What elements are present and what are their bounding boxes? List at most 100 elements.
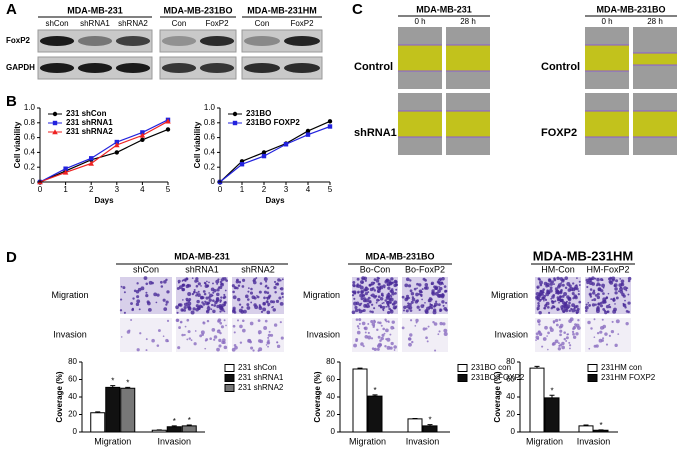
lane-label: Con bbox=[172, 19, 187, 28]
cell bbox=[373, 278, 377, 282]
cell bbox=[389, 294, 392, 297]
cell bbox=[371, 347, 375, 350]
cell bbox=[147, 301, 151, 306]
cell bbox=[191, 292, 195, 296]
cell bbox=[436, 280, 440, 284]
cell bbox=[627, 310, 630, 314]
cell bbox=[359, 280, 364, 285]
x-tick-label: 1 bbox=[63, 185, 68, 194]
cell bbox=[242, 278, 246, 282]
cell bbox=[558, 318, 561, 322]
cell bbox=[383, 332, 386, 335]
x-tick-label: 1 bbox=[240, 185, 245, 194]
cell bbox=[195, 291, 198, 294]
cell bbox=[364, 287, 369, 291]
panel-label: A bbox=[6, 1, 17, 18]
cell bbox=[219, 310, 222, 313]
cell bbox=[217, 319, 221, 323]
group-title: MDA-MB-231HM bbox=[247, 5, 317, 15]
column-label: shCon bbox=[133, 264, 159, 274]
cell bbox=[401, 326, 405, 330]
cell bbox=[393, 349, 396, 351]
lane-label: FoxP2 bbox=[205, 19, 229, 28]
y-tick-label: 1.0 bbox=[24, 103, 36, 112]
scratch-gap bbox=[446, 45, 490, 71]
cell bbox=[572, 297, 575, 300]
cell bbox=[222, 296, 226, 300]
cell bbox=[627, 301, 631, 305]
cell bbox=[545, 301, 550, 306]
cell bbox=[188, 284, 192, 288]
cell bbox=[560, 305, 564, 309]
band bbox=[77, 36, 113, 46]
cell bbox=[370, 337, 374, 340]
cell bbox=[594, 303, 597, 306]
cell bbox=[550, 297, 553, 300]
cell bbox=[216, 283, 219, 285]
bar bbox=[166, 426, 182, 433]
cell bbox=[588, 304, 591, 307]
cell bbox=[351, 294, 355, 297]
cell bbox=[415, 318, 419, 323]
cell bbox=[366, 305, 369, 309]
cell bbox=[213, 338, 216, 341]
cell bbox=[561, 300, 566, 305]
cell bbox=[207, 305, 210, 308]
cell bbox=[233, 343, 237, 347]
cell bbox=[356, 277, 360, 281]
cell bbox=[380, 336, 384, 341]
cell bbox=[388, 307, 391, 311]
cell bbox=[554, 300, 557, 303]
cell bbox=[620, 282, 625, 287]
cell bbox=[220, 278, 224, 282]
cell bbox=[367, 335, 372, 340]
cell bbox=[564, 276, 569, 280]
cell bbox=[432, 308, 437, 312]
cell bbox=[568, 301, 571, 305]
legend-swatch bbox=[587, 374, 598, 382]
cell bbox=[424, 283, 429, 287]
cell bbox=[559, 343, 563, 347]
cell bbox=[159, 280, 163, 284]
cell bbox=[163, 307, 168, 312]
cell bbox=[277, 278, 281, 282]
y-tick-label: 0 bbox=[73, 427, 78, 436]
series-line bbox=[219, 120, 331, 183]
cell bbox=[608, 303, 611, 306]
cell bbox=[550, 306, 553, 310]
cell bbox=[587, 302, 590, 304]
lane-label: FoxP2 bbox=[290, 19, 314, 28]
y-tick-label: 40 bbox=[68, 392, 77, 401]
cell bbox=[199, 334, 203, 338]
cell bbox=[239, 341, 243, 344]
cell bbox=[437, 333, 440, 336]
cell bbox=[544, 298, 548, 302]
cell bbox=[356, 330, 361, 335]
cell bbox=[360, 297, 364, 301]
significance: * bbox=[173, 417, 176, 426]
point bbox=[140, 137, 145, 143]
cell bbox=[555, 289, 559, 294]
cell bbox=[364, 331, 367, 334]
cell bbox=[593, 298, 597, 302]
cell bbox=[439, 279, 442, 282]
cell bbox=[575, 332, 579, 336]
point bbox=[114, 139, 119, 145]
cell bbox=[362, 300, 365, 302]
cell bbox=[546, 335, 548, 337]
time-label: 0 h bbox=[601, 17, 612, 26]
cell bbox=[568, 284, 572, 288]
bar bbox=[181, 425, 197, 433]
cell bbox=[252, 349, 255, 352]
cell bbox=[547, 348, 549, 351]
cell bbox=[258, 332, 261, 335]
y-tick-label: 1.0 bbox=[204, 103, 216, 112]
cell bbox=[183, 333, 186, 336]
cell bbox=[208, 281, 210, 284]
cell bbox=[364, 334, 369, 339]
cell bbox=[566, 304, 571, 309]
cell bbox=[258, 290, 262, 294]
cell bbox=[222, 338, 226, 342]
cell bbox=[357, 292, 359, 294]
cell bbox=[576, 277, 578, 279]
